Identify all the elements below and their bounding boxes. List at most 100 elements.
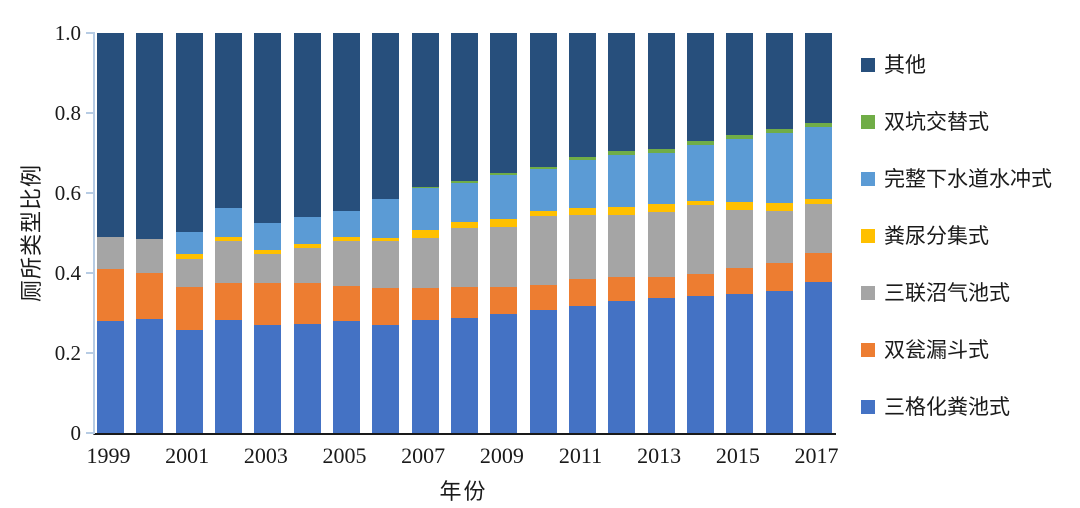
segment-粪尿分集式 — [608, 207, 636, 215]
segment-粪尿分集式 — [804, 199, 832, 205]
segment-粪尿分集式 — [568, 208, 596, 216]
segment-粪尿分集式 — [293, 243, 321, 248]
segment-粪尿分集式 — [726, 201, 754, 210]
segment-三联沼气池式 — [686, 204, 714, 274]
y-tick-mark — [86, 352, 95, 354]
bar-2005 — [332, 33, 360, 433]
segment-完整下水道水冲式 — [608, 155, 636, 207]
segment-三联沼气池式 — [332, 241, 360, 286]
legend-item-其他: 其他 — [861, 54, 1052, 76]
segment-其他 — [726, 33, 754, 136]
segment-双瓮漏斗式 — [647, 277, 675, 298]
segment-双瓮漏斗式 — [686, 273, 714, 296]
segment-三格化粪池式 — [332, 321, 360, 433]
segment-三格化粪池式 — [608, 301, 636, 433]
segment-双瓮漏斗式 — [254, 283, 282, 325]
segment-三格化粪池式 — [529, 309, 557, 433]
segment-双瓮漏斗式 — [293, 283, 321, 325]
segment-三联沼气池式 — [214, 241, 242, 284]
y-tick-label: 0.8 — [54, 101, 81, 125]
bars — [97, 33, 832, 433]
segment-双瓮漏斗式 — [568, 278, 596, 306]
segment-其他 — [372, 33, 400, 200]
segment-完整下水道水冲式 — [568, 160, 596, 209]
legend-swatch — [861, 400, 875, 414]
bar-1999 — [97, 33, 124, 433]
bar-2000 — [136, 33, 164, 433]
segment-双坑交替式 — [804, 123, 832, 127]
segment-其他 — [332, 33, 360, 211]
segment-三格化粪池式 — [293, 324, 321, 433]
segment-三格化粪池式 — [804, 281, 832, 433]
x-tick-label: 2001 — [165, 443, 210, 468]
segment-双坑交替式 — [529, 167, 557, 170]
segment-双瓮漏斗式 — [450, 287, 478, 318]
legend-label: 三联沼气池式 — [884, 281, 1010, 305]
segment-粪尿分集式 — [372, 237, 400, 242]
y-tick-label: 0.2 — [54, 341, 81, 365]
segment-双坑交替式 — [608, 151, 636, 155]
segment-其他 — [254, 33, 282, 223]
bar-2017 — [804, 33, 832, 433]
legend-swatch — [861, 58, 875, 72]
segment-完整下水道水冲式 — [726, 139, 754, 202]
segment-三联沼气池式 — [97, 237, 124, 269]
bar-2014 — [686, 33, 714, 433]
segment-其他 — [568, 33, 596, 158]
legend-item-三联沼气池式: 三联沼气池式 — [861, 282, 1052, 304]
segment-三联沼气池式 — [254, 253, 282, 283]
segment-完整下水道水冲式 — [450, 183, 478, 222]
segment-三格化粪池式 — [647, 297, 675, 433]
segment-双瓮漏斗式 — [332, 285, 360, 321]
segment-其他 — [529, 33, 557, 168]
segment-其他 — [686, 33, 714, 142]
legend-item-双坑交替式: 双坑交替式 — [861, 111, 1052, 133]
y-tick-label: 0.4 — [54, 261, 81, 285]
segment-三格化粪池式 — [568, 305, 596, 433]
x-tick-label: 2013 — [637, 443, 682, 468]
segment-完整下水道水冲式 — [686, 145, 714, 202]
x-tick-label: 1999 — [86, 443, 131, 468]
segment-粪尿分集式 — [647, 203, 675, 212]
segment-双瓮漏斗式 — [136, 273, 164, 319]
y-tick-label: 0 — [70, 421, 82, 445]
segment-三联沼气池式 — [529, 216, 557, 286]
bar-2008 — [450, 33, 478, 433]
legend-label: 其他 — [884, 53, 926, 77]
legend-label: 双瓮漏斗式 — [884, 338, 989, 362]
segment-三格化粪池式 — [372, 325, 400, 433]
segment-三格化粪池式 — [765, 291, 793, 433]
segment-其他 — [411, 33, 439, 187]
segment-三格化粪池式 — [136, 319, 164, 433]
segment-三格化粪池式 — [97, 321, 124, 433]
segment-双瓮漏斗式 — [529, 285, 557, 310]
bar-2004 — [293, 33, 321, 433]
segment-完整下水道水冲式 — [529, 169, 557, 212]
y-tick-mark — [86, 32, 95, 34]
segment-其他 — [647, 33, 675, 150]
segment-三格化粪池式 — [214, 320, 242, 433]
segment-其他 — [175, 33, 203, 232]
segment-三联沼气池式 — [411, 237, 439, 288]
segment-三格化粪池式 — [726, 294, 754, 433]
segment-其他 — [293, 33, 321, 217]
segment-双坑交替式 — [411, 186, 439, 189]
segment-双坑交替式 — [490, 173, 518, 176]
bar-2006 — [372, 33, 400, 433]
x-tick-label: 2005 — [322, 443, 367, 468]
legend-label: 粪尿分集式 — [884, 224, 989, 248]
segment-其他 — [804, 33, 832, 124]
segment-其他 — [765, 33, 793, 130]
segment-双瓮漏斗式 — [608, 277, 636, 301]
segment-双坑交替式 — [686, 141, 714, 146]
segment-双坑交替式 — [726, 135, 754, 140]
segment-三联沼气池式 — [450, 228, 478, 288]
segment-三联沼气池式 — [568, 215, 596, 279]
segment-双瓮漏斗式 — [97, 269, 124, 321]
segment-三格化粪池式 — [490, 313, 518, 433]
segment-完整下水道水冲式 — [490, 175, 518, 220]
legend-swatch — [861, 172, 875, 186]
legend: 其他 双坑交替式 完整下水道水冲式 粪尿分集式 三联沼气池式 双瓮漏斗式 三格化粪池式 — [861, 54, 1052, 418]
bar-2012 — [608, 33, 636, 433]
